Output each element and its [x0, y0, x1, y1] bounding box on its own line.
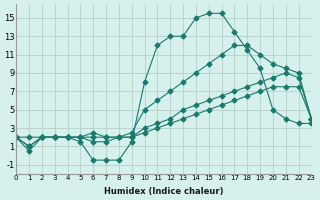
X-axis label: Humidex (Indice chaleur): Humidex (Indice chaleur) — [104, 187, 224, 196]
